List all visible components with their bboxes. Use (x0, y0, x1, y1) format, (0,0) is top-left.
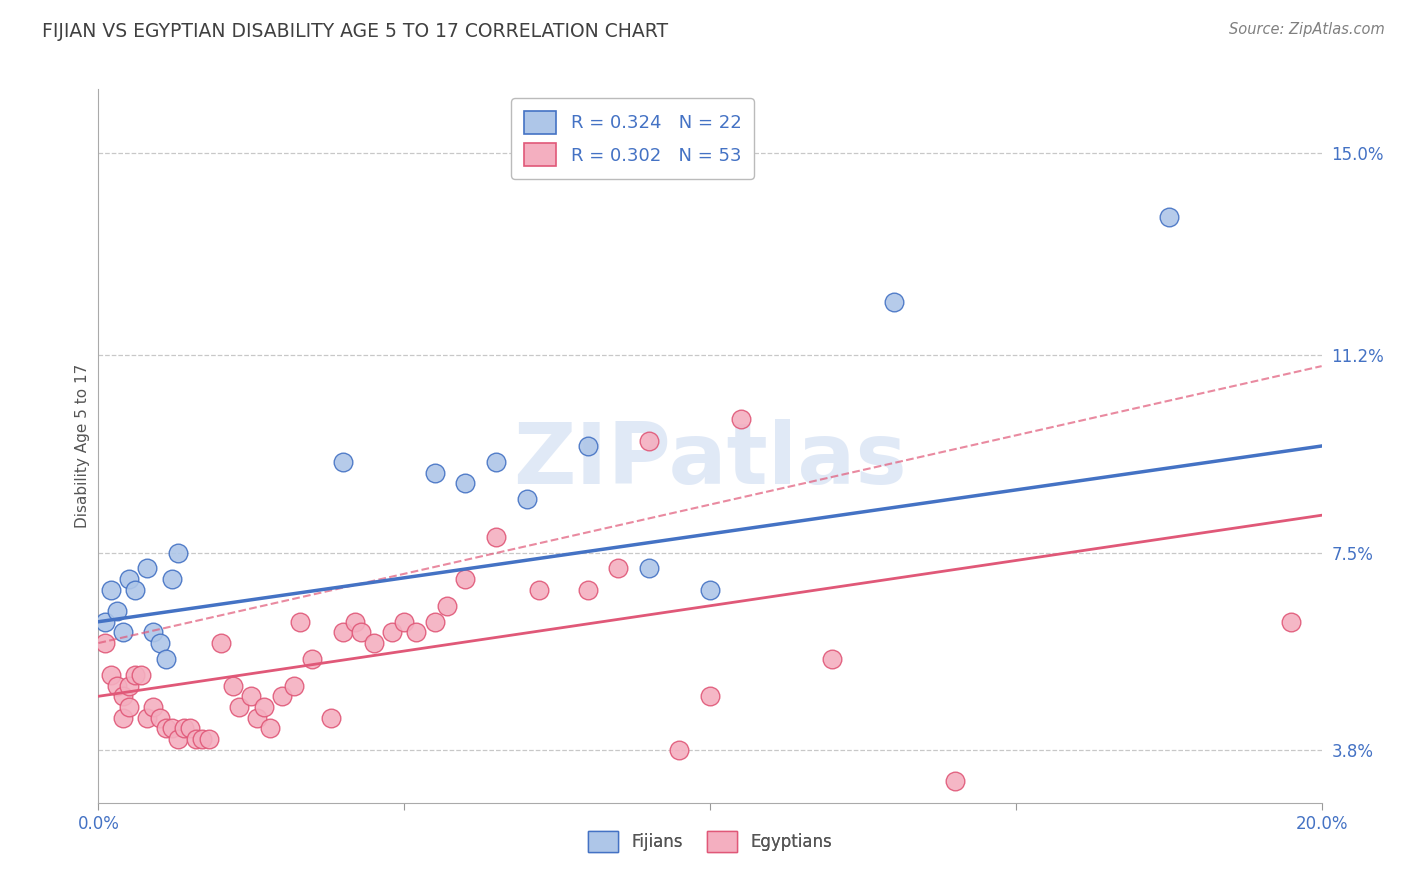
Point (167, 545, 190, 559)
Point (943, 774, 966, 789)
Text: ZIPatlas: ZIPatlas (513, 418, 907, 502)
Point (668, 742, 690, 756)
Point (283, 679, 305, 693)
Point (332, 455, 354, 469)
Point (883, 295, 905, 310)
Point (105, 679, 128, 693)
Point (167, 731, 190, 746)
Point (454, 476, 477, 491)
Point (186, 731, 208, 746)
Point (454, 572, 477, 586)
Point (290, 615, 312, 629)
Point (350, 625, 373, 640)
Point (93, 615, 115, 629)
Point (155, 652, 177, 666)
Point (637, 434, 661, 448)
Point (179, 721, 201, 735)
Point (576, 582, 599, 597)
Point (173, 721, 195, 735)
Point (821, 652, 844, 666)
Point (576, 439, 599, 453)
Point (699, 582, 721, 597)
Point (136, 710, 159, 724)
Text: FIJIAN VS EGYPTIAN DISABILITY AGE 5 TO 17 CORRELATION CHART: FIJIAN VS EGYPTIAN DISABILITY AGE 5 TO 1… (42, 22, 668, 41)
Point (381, 625, 404, 640)
Point (423, 615, 446, 629)
Point (516, 492, 538, 507)
Point (1157, 210, 1180, 224)
Point (332, 625, 354, 640)
Point (527, 582, 550, 597)
Point (637, 561, 661, 575)
Point (423, 466, 446, 480)
Point (118, 700, 141, 714)
Point (111, 625, 134, 640)
Point (730, 412, 752, 426)
Point (100, 668, 122, 682)
Point (124, 582, 146, 597)
Point (699, 690, 721, 704)
Point (111, 710, 134, 724)
Point (319, 710, 342, 724)
Point (149, 636, 172, 650)
Point (160, 572, 183, 586)
Point (105, 604, 128, 618)
Point (301, 652, 323, 666)
Point (392, 615, 416, 629)
Point (93, 636, 115, 650)
Point (142, 700, 165, 714)
Point (228, 700, 250, 714)
Point (485, 529, 508, 543)
Point (436, 599, 458, 613)
Point (240, 690, 263, 704)
Legend: Fijians, Egyptians: Fijians, Egyptians (581, 824, 839, 859)
Point (100, 582, 122, 597)
Point (191, 731, 214, 746)
Point (209, 636, 232, 650)
Point (363, 636, 385, 650)
Point (222, 679, 245, 693)
Point (136, 561, 159, 575)
Point (259, 721, 281, 735)
Point (1279, 615, 1302, 629)
Text: Source: ZipAtlas.com: Source: ZipAtlas.com (1229, 22, 1385, 37)
Point (607, 561, 630, 575)
Point (124, 668, 146, 682)
Point (344, 615, 367, 629)
Point (160, 721, 183, 735)
Point (149, 710, 172, 724)
Point (485, 455, 508, 469)
Point (129, 668, 152, 682)
Point (270, 690, 292, 704)
Point (405, 625, 427, 640)
Point (142, 625, 165, 640)
Point (118, 679, 141, 693)
Point (155, 721, 177, 735)
Point (197, 731, 219, 746)
Point (246, 710, 269, 724)
Point (111, 690, 134, 704)
Point (252, 700, 274, 714)
Point (118, 572, 141, 586)
Y-axis label: Disability Age 5 to 17: Disability Age 5 to 17 (75, 364, 90, 528)
